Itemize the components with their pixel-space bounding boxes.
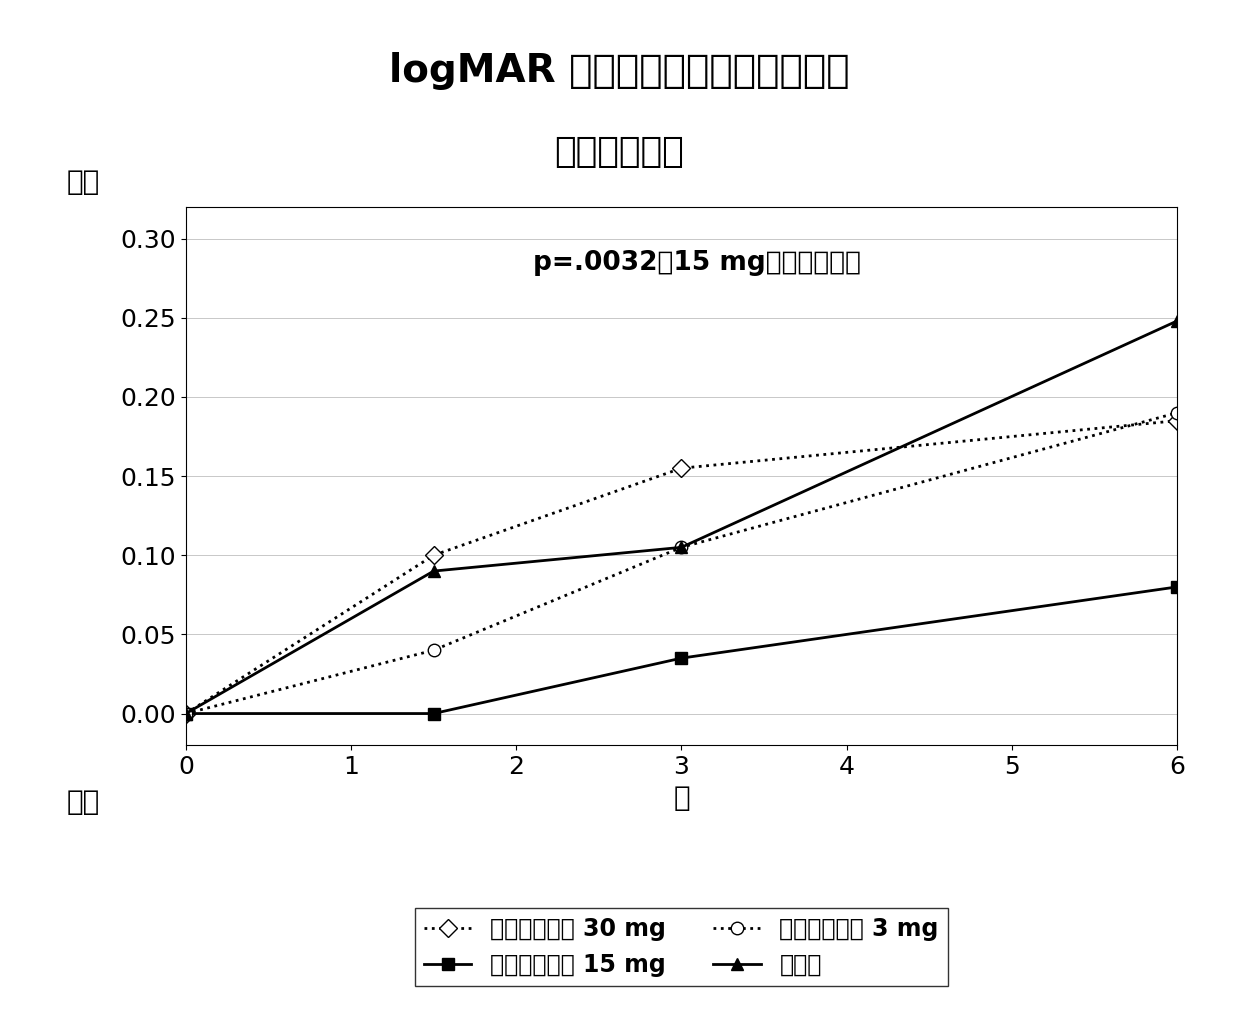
Legend: 乙酸阿奈可他 30 mg, 乙酸阿奈可他 15 mg, 乙酸阿奈可他 3 mg, 安慰剂: 乙酸阿奈可他 30 mg, 乙酸阿奈可他 15 mg, 乙酸阿奈可他 3 mg,… — [415, 908, 948, 986]
Text: 好转: 好转 — [67, 789, 100, 817]
Text: p=.0032（15 mg对比安慰剂）: p=.0032（15 mg对比安慰剂） — [533, 250, 861, 276]
X-axis label: 月: 月 — [673, 785, 690, 812]
Text: （总体分析）: （总体分析） — [555, 135, 684, 169]
Text: logMAR 视力评分较基线的平均变化: logMAR 视力评分较基线的平均变化 — [389, 52, 850, 90]
Text: 恶化: 恶化 — [67, 169, 100, 197]
